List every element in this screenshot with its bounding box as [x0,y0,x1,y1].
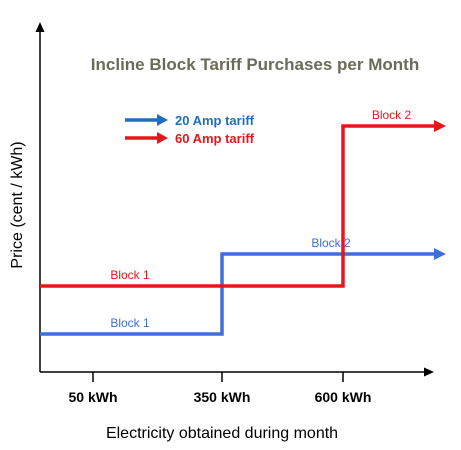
block-label: Block 1 [110,316,150,330]
x-tick-label: 350 kWh [194,389,251,405]
x-tick-label: 50 kWh [68,389,117,405]
series-layer: Block 1 Block 2 Block 1 Block 2 [40,108,446,336]
legend-label: 60 Amp tariff [175,131,255,146]
series-2: Block 1 Block 2 [40,108,446,288]
block-label: Block 1 [110,268,150,282]
block-label: Block 2 [311,236,351,250]
x-axis-arrow-icon [424,367,434,377]
legend-item: 60 Amp tariff [125,131,255,146]
series-arrow-icon [434,248,446,260]
legend-item: 20 Amp tariff [125,113,255,128]
y-axis-label: Price (cent / kWh) [9,141,26,268]
series-line [40,252,440,336]
x-tick-label: 600 kWh [315,389,372,405]
series-line [40,124,440,288]
series-arrow-icon [434,120,446,132]
x-ticks: 50 kWh 350 kWh 600 kWh [68,372,371,405]
legend-label: 20 Amp tariff [175,113,255,128]
legend-arrow-icon [157,132,168,144]
series-1: Block 1 Block 2 [40,236,446,336]
block-label: Block 2 [372,108,412,122]
y-axis-arrow-icon [35,22,45,32]
chart-title: Incline Block Tariff Purchases per Month [91,55,419,74]
legend: 20 Amp tariff 60 Amp tariff [125,113,255,146]
x-axis-label: Electricity obtained during month [106,425,338,442]
legend-arrow-icon [157,114,168,126]
